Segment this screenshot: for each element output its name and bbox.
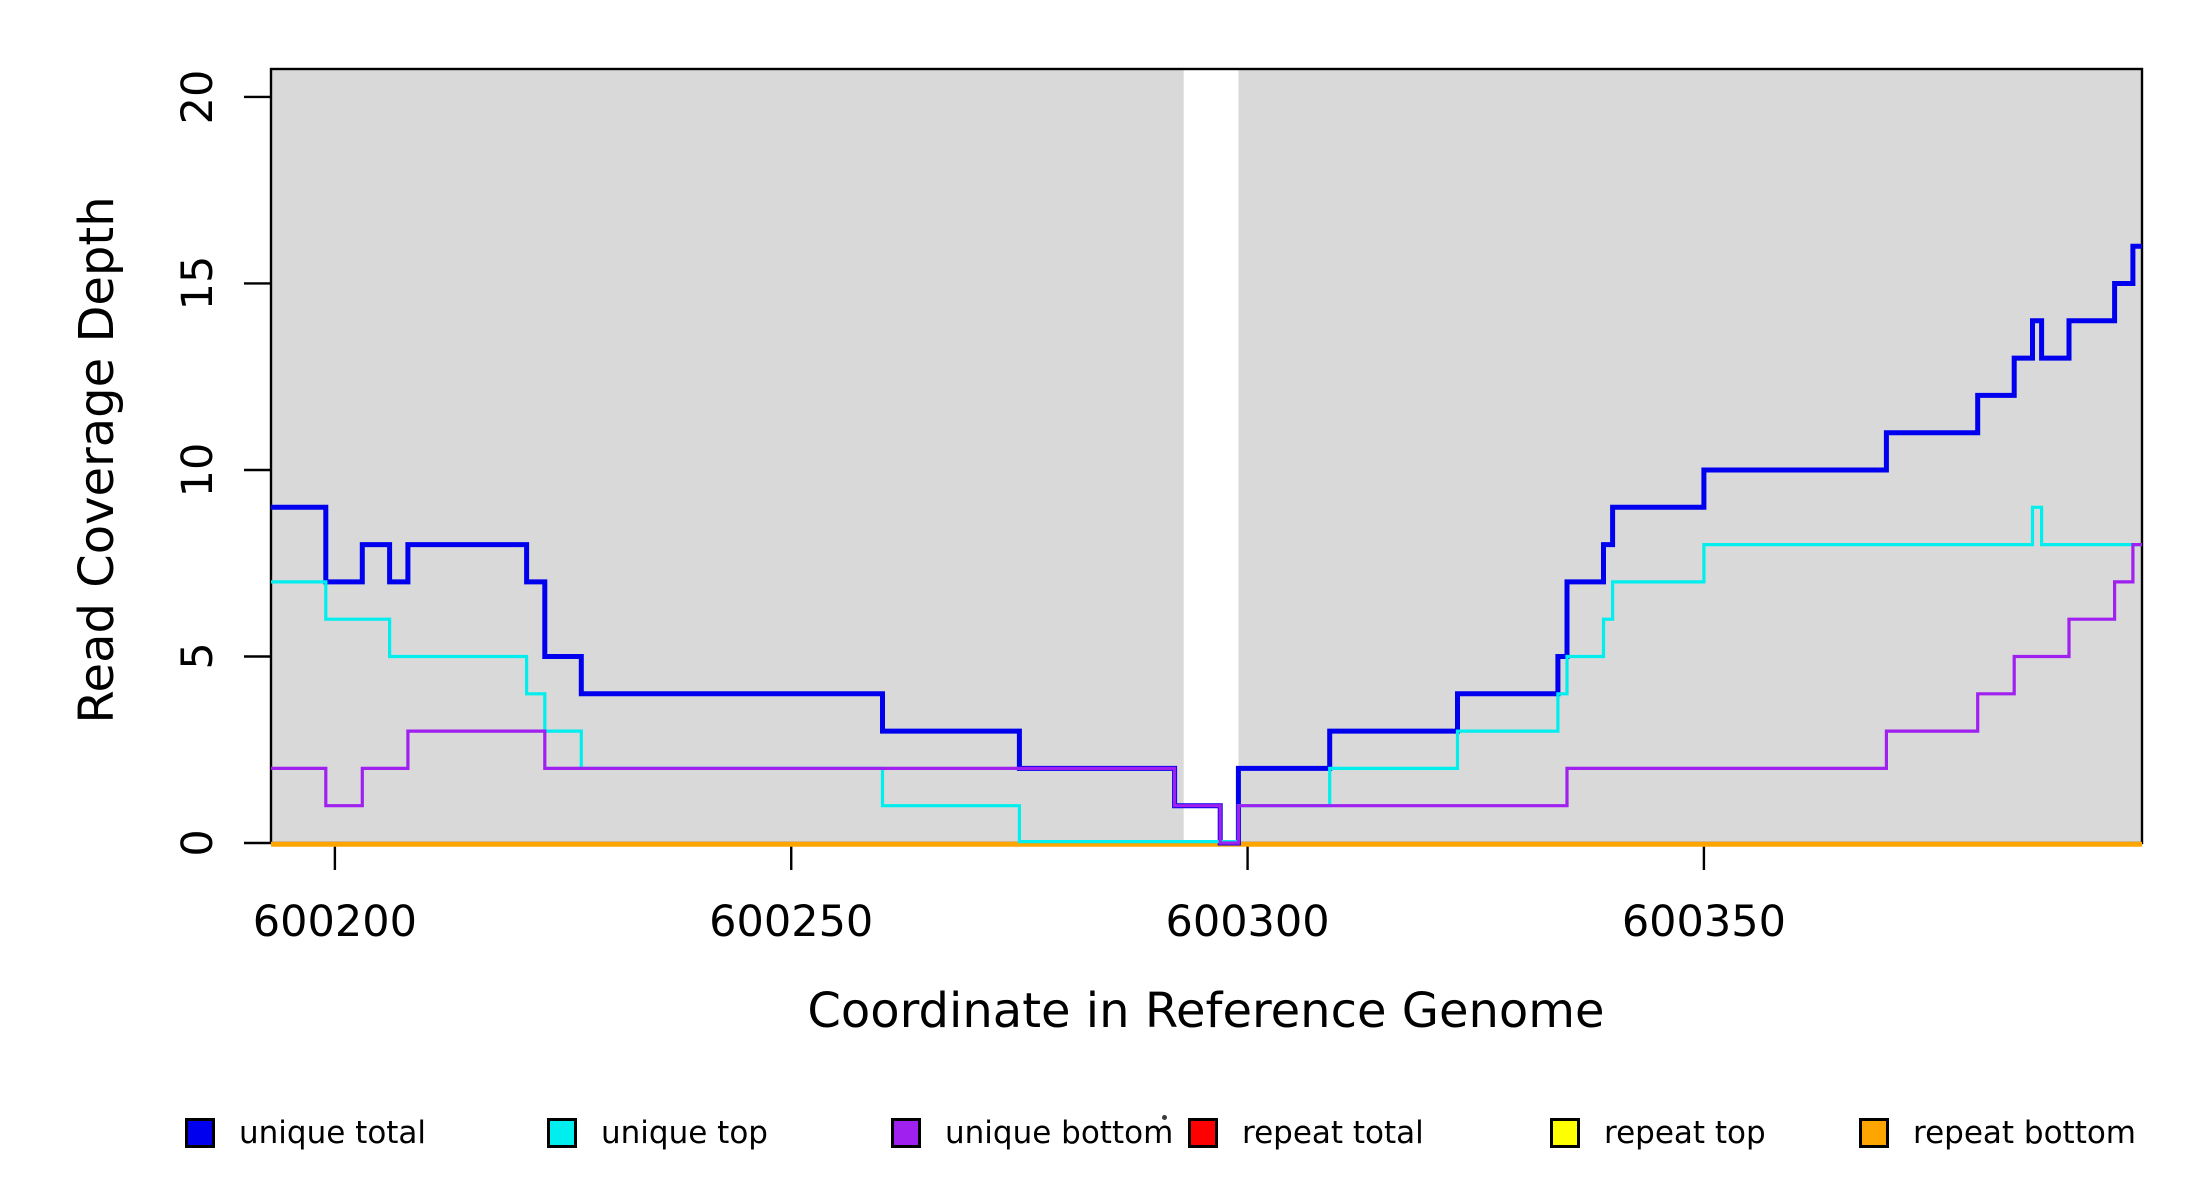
y-axis-title: Read Coverage Depth <box>69 196 125 724</box>
y-tick-label: 20 <box>173 69 223 125</box>
legend-item-repeat-top: repeat top <box>1550 1112 1766 1154</box>
x-tick-label: 600300 <box>1165 897 1330 947</box>
x-tick-label: 600350 <box>1621 897 1786 947</box>
legend-label: repeat top <box>1604 1115 1766 1151</box>
y-tick-label: 15 <box>173 256 223 311</box>
x-axis-title: Coordinate in Reference Genome <box>807 983 1605 1039</box>
y-tick-label: 5 <box>173 642 223 671</box>
legend-item-repeat-total: repeat total <box>1188 1112 1424 1154</box>
legend-swatch-unique-bottom <box>891 1118 921 1148</box>
legend-item-repeat-bottom: repeat bottom <box>1859 1112 2136 1154</box>
legend-item-unique-bottom: unique bottom <box>891 1112 1173 1154</box>
shaded-band <box>1238 69 2142 843</box>
legend-label: repeat total <box>1242 1115 1424 1151</box>
legend-swatch-repeat-bottom <box>1859 1118 1889 1148</box>
legend-swatch-repeat-top <box>1550 1118 1580 1148</box>
legend-item-unique-top: unique top <box>547 1112 768 1154</box>
x-tick-label: 600250 <box>709 897 874 947</box>
shaded-band <box>271 69 1184 843</box>
legend-label: repeat bottom <box>1913 1115 2137 1151</box>
legend-swatch-unique-total <box>185 1118 215 1148</box>
legend-item-unique-total: unique total <box>185 1112 426 1154</box>
stray-dot <box>1162 1115 1167 1120</box>
y-tick-label: 10 <box>173 442 223 498</box>
x-tick-label: 600200 <box>252 897 417 947</box>
series-line-unique-top <box>271 505 2142 844</box>
series-line-unique-bottom <box>271 543 2142 845</box>
legend-swatch-repeat-total <box>1188 1118 1218 1148</box>
legend-label: unique total <box>239 1115 427 1151</box>
series-line-unique-total <box>271 243 2142 846</box>
y-tick-label: 0 <box>173 829 223 857</box>
legend-label: unique top <box>601 1115 768 1151</box>
legend-label: unique bottom <box>945 1115 1174 1151</box>
legend-swatch-unique-top <box>547 1118 577 1148</box>
